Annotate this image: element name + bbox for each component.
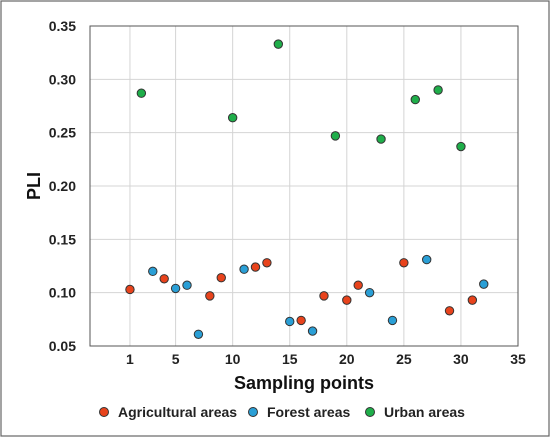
data-point [410, 94, 420, 105]
data-point [433, 85, 443, 95]
data-point [205, 291, 215, 301]
x-tick-label: 20 [339, 351, 355, 367]
data-point [125, 284, 135, 295]
legend-label: Urban areas [384, 404, 465, 420]
data-point [376, 134, 386, 144]
data-point [182, 280, 192, 290]
data-point [387, 315, 398, 326]
data-point [444, 306, 455, 316]
y-tick-label: 0.30 [49, 71, 76, 87]
legend-item: Agricultural areas [99, 404, 237, 420]
data-point [250, 262, 261, 272]
legend-marker [99, 407, 109, 417]
data-point [159, 274, 169, 284]
legend-item: Forest areas [248, 404, 350, 420]
x-tick-label: 1 [126, 351, 134, 367]
x-tick-label: 35 [510, 351, 526, 367]
data-point [467, 295, 478, 305]
grid [90, 25, 519, 347]
data-point [170, 283, 181, 294]
data-point [148, 266, 158, 277]
x-tick-label: 5 [172, 351, 180, 367]
x-tick-label: 30 [453, 351, 469, 367]
x-axis-title: Sampling points [234, 373, 374, 393]
data-point [307, 326, 318, 336]
data-point [216, 273, 226, 283]
data-point [319, 291, 329, 301]
data-point [193, 329, 204, 339]
tick-labels: 1 5 10 15 20 25 30 350.050.100.150.200.250.300.… [49, 18, 526, 367]
data-point [273, 39, 284, 49]
data-point [353, 280, 363, 290]
legend-label: Forest areas [267, 404, 350, 420]
data-point [262, 258, 272, 268]
data-point [479, 279, 489, 289]
data-point [421, 254, 432, 265]
legend-label: Agricultural areas [118, 404, 237, 420]
legend-marker [248, 407, 258, 417]
x-tick-label: 10 [225, 351, 241, 367]
data-points [125, 39, 489, 339]
y-tick-label: 0.25 [49, 125, 76, 141]
y-tick-label: 0.20 [49, 178, 76, 194]
data-point [239, 264, 249, 274]
data-point [364, 287, 375, 298]
data-point [227, 113, 238, 123]
data-point [342, 295, 352, 305]
y-tick-label: 0.10 [49, 285, 76, 301]
y-axis-title: PLI [24, 172, 44, 200]
x-tick-label: 25 [396, 351, 412, 367]
x-tick-label: 15 [282, 351, 298, 367]
data-point [399, 258, 409, 268]
data-point [330, 131, 341, 141]
y-tick-label: 0.35 [49, 18, 76, 34]
data-point [456, 141, 466, 152]
data-point [296, 315, 306, 326]
legend: Agricultural areas Forest areas Urban area… [99, 404, 465, 420]
data-point [136, 88, 147, 98]
y-tick-label: 0.05 [49, 338, 76, 354]
y-tick-label: 0.15 [49, 231, 76, 247]
plot-area-frame [89, 25, 519, 347]
legend-item: Urban areas [365, 404, 465, 420]
legend-marker [365, 407, 375, 417]
data-point [285, 316, 295, 327]
